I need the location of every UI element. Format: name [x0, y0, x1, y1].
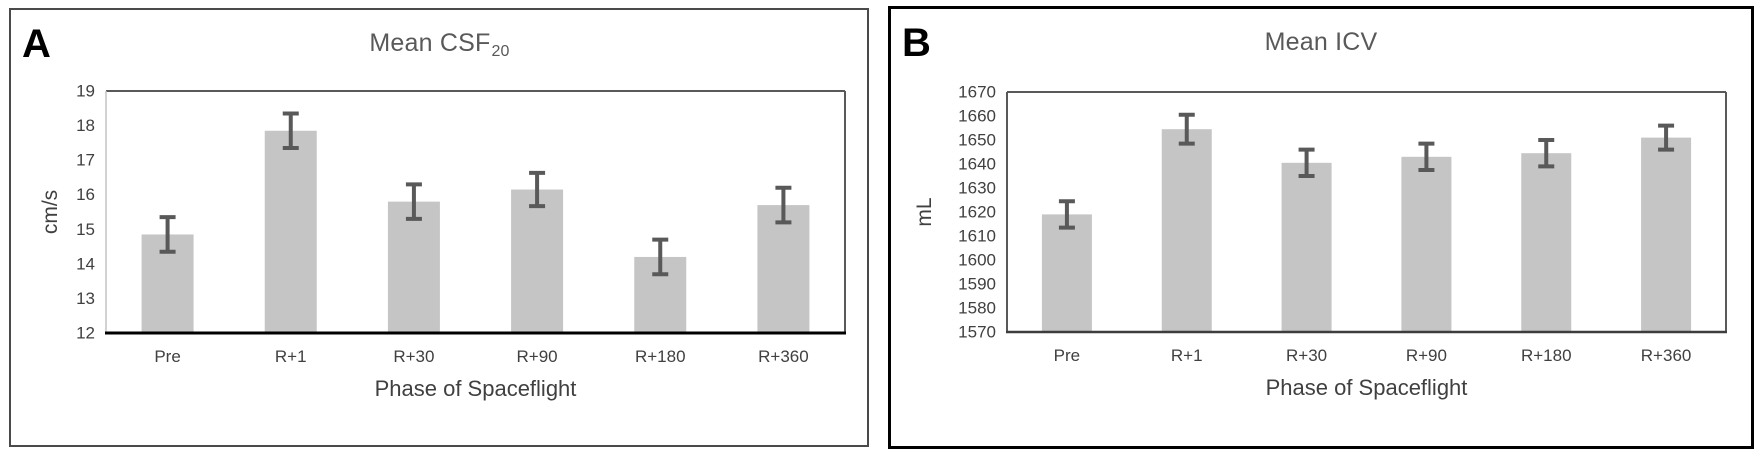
x-tick-label: R+1: [1171, 346, 1203, 365]
bar: [1521, 153, 1572, 332]
error-bar: [1058, 199, 1075, 230]
bar: [511, 189, 564, 333]
panel-a-title-subscript: 20: [491, 43, 510, 60]
y-tick-label: 19: [76, 82, 95, 101]
x-tick-label: R+90: [1406, 346, 1447, 365]
y-tick-label: 1640: [958, 155, 996, 174]
x-tick-label: R+180: [1521, 346, 1572, 365]
panel-b-label: B: [902, 21, 931, 65]
y-tick-label: 1600: [958, 251, 996, 270]
bar: [1401, 156, 1452, 332]
y-tick-label: 17: [76, 151, 95, 170]
x-tick-label: Pre: [154, 347, 180, 366]
y-tick-label: 14: [76, 254, 95, 273]
x-tick-label: R+360: [1641, 346, 1692, 365]
bar: [757, 205, 810, 333]
y-tick-label: 1580: [958, 299, 996, 318]
bar: [1641, 137, 1692, 332]
panel-b: B Mean ICV 1570 1580 1590 1600 1610 1620 1630 1…: [888, 6, 1754, 449]
panel-a-label: A: [22, 22, 51, 66]
error-bar: [775, 185, 792, 225]
panel-b-chart: 1570 1580 1590 1600 1610 1620 1630 1640 1650 1660…: [913, 83, 1727, 400]
y-tick-label: 1670: [958, 83, 996, 102]
y-tick-label: 1660: [958, 107, 996, 126]
x-tick-label: R+30: [393, 347, 434, 366]
error-bar: [1658, 123, 1675, 152]
y-tick-label: 1630: [958, 179, 996, 198]
x-tick-label: Pre: [1054, 346, 1080, 365]
y-axis-title: mL: [913, 197, 936, 226]
panel-a: A Mean CSF20 12 13 14 15 16 17 18 19 cm/s Pre R+1 R…: [9, 8, 869, 447]
bar: [1281, 162, 1332, 332]
bar: [264, 130, 317, 333]
y-tick-label: 16: [76, 185, 95, 204]
error-bar: [652, 237, 669, 277]
y-tick-label: 1650: [958, 131, 996, 150]
x-tick-label: R+30: [1286, 346, 1327, 365]
x-tick-label: R+180: [635, 347, 686, 366]
panel-b-title-text: Mean ICV: [1264, 28, 1378, 56]
panel-a-title-text: Mean CSF: [369, 29, 491, 57]
error-bar: [405, 182, 422, 221]
error-bar: [159, 215, 176, 254]
x-tick-label: R+90: [517, 347, 558, 366]
x-tick-label: R+360: [758, 347, 809, 366]
y-tick-label: 15: [76, 220, 95, 239]
panel-a-title: Mean CSF20: [11, 29, 867, 60]
error-bar: [1538, 138, 1555, 169]
x-axis-title: Phase of Spaceflight: [375, 376, 577, 401]
x-tick-label: R+1: [275, 347, 307, 366]
y-tick-label: 13: [76, 289, 95, 308]
error-bar: [1298, 147, 1315, 178]
y-tick-label: 12: [76, 324, 95, 343]
error-bar: [282, 111, 299, 151]
y-tick-label: 1620: [958, 203, 996, 222]
panel-a-chart: 12 13 14 15 16 17 18 19 cm/s Pre R+1 R+30 R+90 R+180 R…: [39, 82, 846, 401]
bar: [1041, 214, 1092, 332]
x-axis-title: Phase of Spaceflight: [1266, 375, 1468, 400]
error-bar: [1418, 141, 1435, 172]
y-axis-title: cm/s: [39, 190, 62, 234]
bar: [387, 201, 440, 333]
y-tick-label: 18: [76, 116, 95, 135]
y-tick-label: 1590: [958, 275, 996, 294]
panel-b-title: Mean ICV: [891, 28, 1751, 57]
error-bar: [1178, 112, 1195, 146]
bar: [1161, 129, 1212, 332]
y-tick-label: 1610: [958, 227, 996, 246]
y-tick-label: 1570: [958, 323, 996, 342]
error-bar: [529, 170, 546, 209]
